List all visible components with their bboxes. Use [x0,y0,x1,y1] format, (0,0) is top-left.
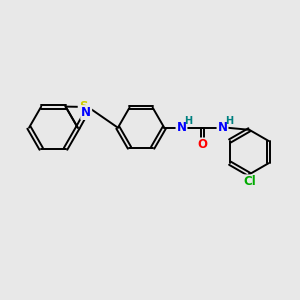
Text: Cl: Cl [243,175,256,188]
Text: O: O [197,138,207,152]
Text: S: S [79,100,87,113]
Text: H: H [184,116,192,126]
Text: N: N [81,106,91,119]
Text: H: H [225,116,233,126]
Text: N: N [218,121,227,134]
Text: N: N [176,121,187,134]
